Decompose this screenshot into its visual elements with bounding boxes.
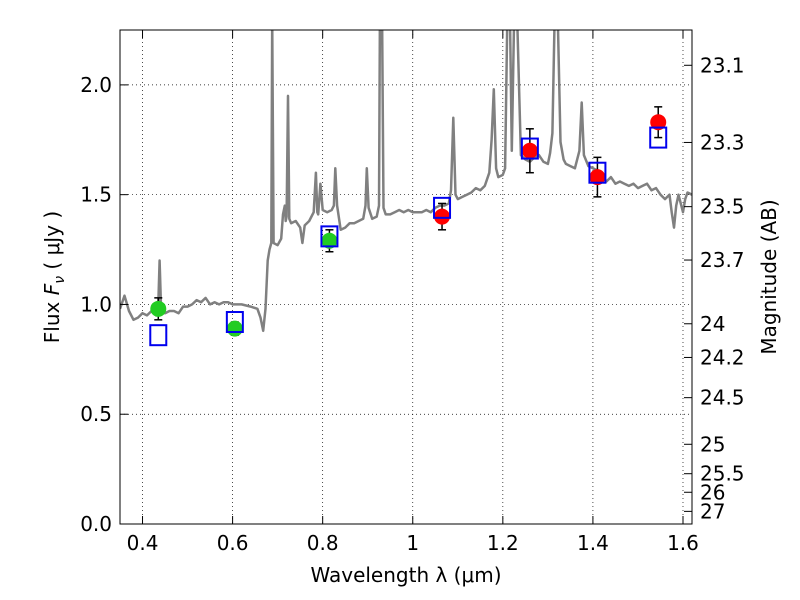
y-axis-label-prefix: Flux — [40, 295, 64, 343]
y2-tick-label: 27 — [700, 499, 725, 523]
y-axis-label-subscript: ν — [52, 276, 68, 284]
photometry-point-green — [321, 232, 338, 249]
plot-background — [120, 30, 692, 524]
plot-frame — [119, 29, 693, 525]
photometry-point-red — [434, 208, 451, 225]
y2-tick-label: 23.1 — [700, 53, 745, 77]
x-tick-label: 1 — [406, 531, 419, 555]
x-tick-label: 0.4 — [127, 531, 159, 555]
model-square-marker — [433, 196, 452, 219]
y2-tick-label: 26 — [700, 480, 725, 504]
y2-tick-label: 23.3 — [700, 130, 745, 154]
y2-tick-label: 24 — [700, 312, 725, 336]
plot-area — [120, 30, 692, 347]
x-tick-label: 1.2 — [487, 531, 519, 555]
y-tick-label: 0.0 — [80, 512, 112, 536]
x-tick-label: 1.4 — [577, 531, 609, 555]
spectrum-line — [120, 30, 692, 333]
y-tick-label: 2.0 — [80, 73, 112, 97]
photometry-point-red — [650, 114, 667, 131]
x-tick-label: 0.6 — [217, 531, 249, 555]
model-square-marker — [520, 137, 539, 160]
model-square-marker — [588, 161, 607, 184]
photometry-point-red — [521, 142, 538, 159]
x-tick-label: 0.8 — [307, 531, 339, 555]
y-tick-label: 0.5 — [80, 402, 112, 426]
y2-tick-label: 24.5 — [700, 386, 745, 410]
y2-tick-label: 25.5 — [700, 462, 745, 486]
x-axis-label: Wavelength λ (μm) — [310, 563, 501, 587]
y-tick-label: 1.5 — [80, 183, 112, 207]
y2-tick-label: 24.2 — [700, 345, 745, 369]
y-axis-label: Flux Fν ( μJy ) — [40, 211, 68, 343]
photometry-point-green — [150, 300, 167, 317]
y2-tick-label: 23.5 — [700, 195, 745, 219]
y2-tick-label: 23.7 — [700, 248, 745, 272]
x-tick-label: 1.6 — [667, 531, 699, 555]
photometry-point-red — [589, 169, 606, 186]
photometry-point-green — [226, 320, 243, 337]
y-axis-label-symbol: F — [40, 283, 64, 295]
y2-tick-label: 25 — [700, 432, 725, 456]
y-tick-label: 1.0 — [80, 292, 112, 316]
model-square-marker — [320, 225, 339, 248]
model-square-marker — [149, 324, 168, 347]
model-square-marker — [649, 126, 668, 149]
model-square-marker — [225, 311, 244, 334]
ticks: 0.4 0.6 0.8 1 1.2 1.4 1.6 0.0 0.5 1.0 1.5 2.0 23.1 23… — [80, 30, 745, 555]
y-axis-label-units: ( μJy ) — [40, 211, 64, 276]
y2-axis-label: Magnitude (AB) — [757, 199, 781, 354]
